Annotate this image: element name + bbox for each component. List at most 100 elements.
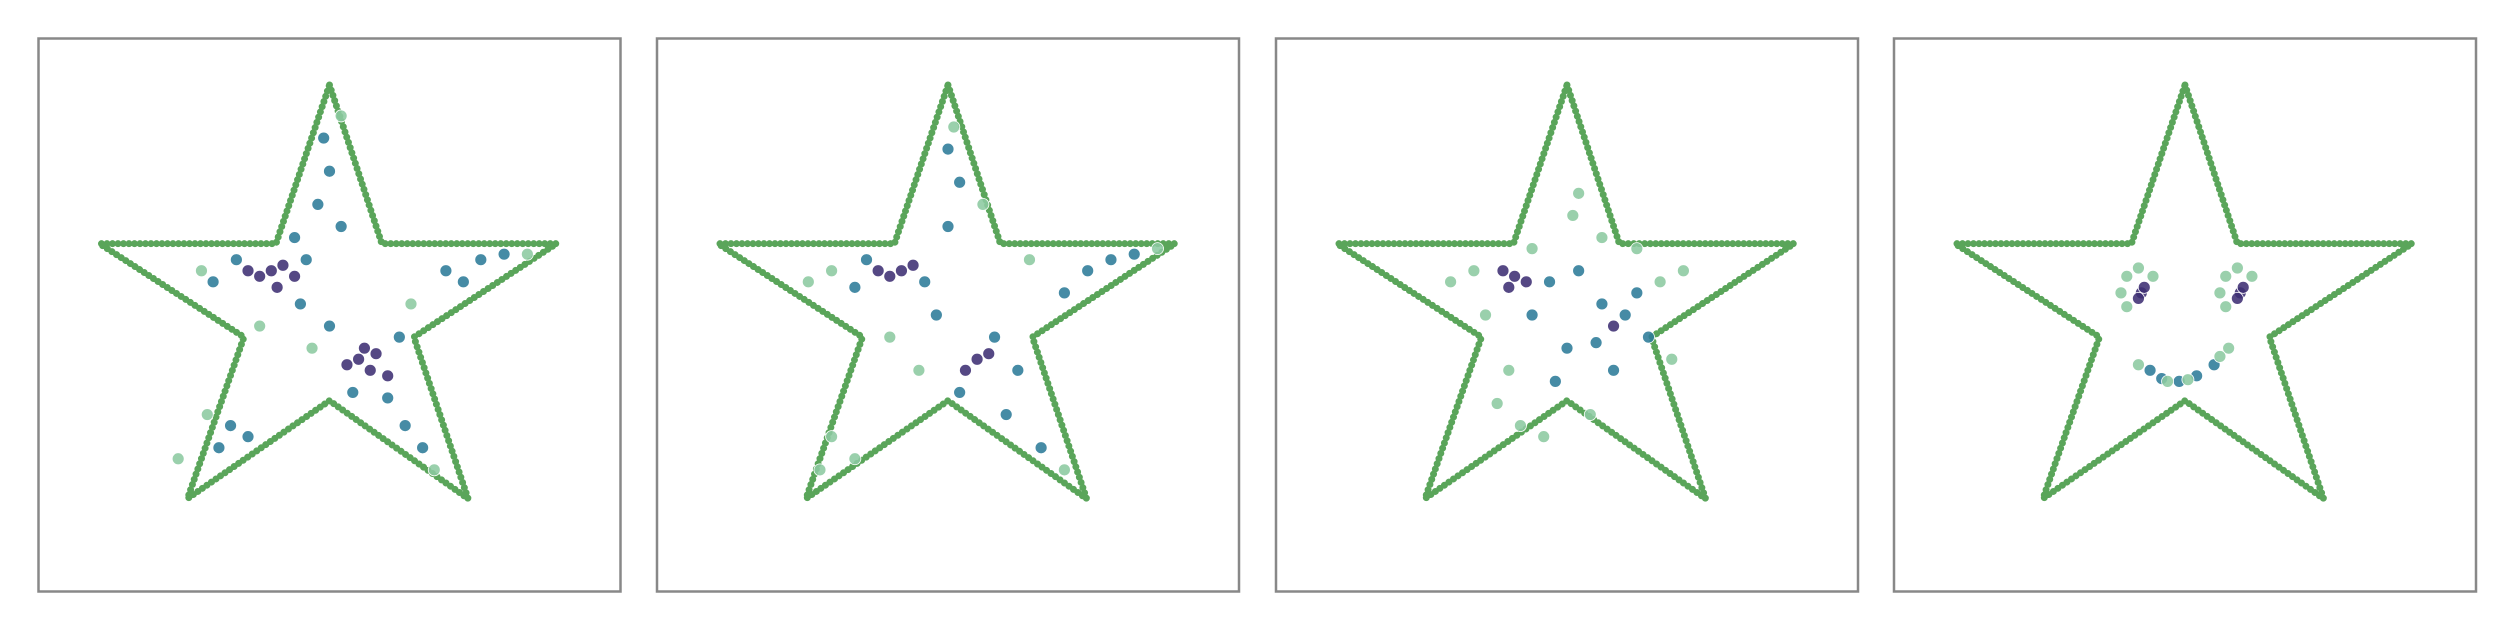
point xyxy=(270,280,284,294)
point xyxy=(976,197,990,211)
point xyxy=(2219,300,2233,314)
point xyxy=(171,452,185,466)
point xyxy=(1566,209,1580,222)
point xyxy=(825,430,838,444)
point xyxy=(906,258,920,272)
point xyxy=(398,419,412,433)
point xyxy=(1104,253,1118,267)
point xyxy=(2120,269,2134,283)
point xyxy=(970,352,984,366)
point xyxy=(2132,292,2145,305)
point xyxy=(2161,374,2174,388)
panel-frame xyxy=(655,37,1241,593)
point xyxy=(1519,275,1533,289)
point xyxy=(2219,269,2233,283)
point xyxy=(947,120,961,134)
point xyxy=(1630,242,1644,256)
point xyxy=(1589,336,1603,350)
point xyxy=(456,275,470,289)
point xyxy=(1543,275,1556,289)
point xyxy=(200,408,214,421)
point xyxy=(1572,186,1586,200)
star-outline xyxy=(714,81,1179,503)
point xyxy=(1151,242,1164,256)
point xyxy=(848,280,862,294)
point xyxy=(2132,358,2145,372)
point xyxy=(381,369,395,383)
point xyxy=(1618,308,1632,322)
point xyxy=(311,197,325,211)
point xyxy=(241,430,255,444)
point xyxy=(1502,363,1516,377)
point xyxy=(288,269,301,283)
point xyxy=(1653,275,1667,289)
point xyxy=(1467,264,1481,278)
point xyxy=(346,386,360,399)
point xyxy=(381,391,395,405)
point xyxy=(988,330,1001,344)
point xyxy=(1665,352,1679,366)
point xyxy=(1560,341,1574,355)
point xyxy=(895,264,908,278)
point xyxy=(253,269,267,283)
point xyxy=(1058,463,1071,477)
point xyxy=(195,264,208,278)
point xyxy=(293,297,307,311)
point xyxy=(2181,373,2195,387)
point xyxy=(427,463,441,477)
point xyxy=(206,275,220,289)
point xyxy=(392,330,406,344)
point xyxy=(1595,297,1609,311)
panel-frame xyxy=(1274,37,1860,593)
panel-frame xyxy=(37,37,622,593)
point xyxy=(253,319,267,333)
point xyxy=(1011,363,1025,377)
point xyxy=(941,220,955,233)
point xyxy=(474,253,488,267)
point xyxy=(2120,300,2134,314)
point xyxy=(1479,308,1492,322)
point xyxy=(941,142,955,156)
point xyxy=(1508,269,1522,283)
point xyxy=(358,341,371,355)
point xyxy=(959,363,972,377)
point xyxy=(1572,264,1586,278)
point xyxy=(953,386,967,399)
point xyxy=(363,363,377,377)
point xyxy=(1127,247,1141,261)
point xyxy=(497,247,511,261)
panel-frame xyxy=(1892,37,2478,593)
point xyxy=(825,264,838,278)
point xyxy=(1642,330,1655,344)
point xyxy=(352,352,366,366)
point xyxy=(2143,363,2157,377)
point xyxy=(404,297,418,311)
point xyxy=(2137,280,2151,294)
point xyxy=(1677,264,1690,278)
point xyxy=(264,264,278,278)
panel xyxy=(37,37,622,593)
point xyxy=(1490,397,1504,410)
point xyxy=(929,308,943,322)
point xyxy=(2236,280,2250,294)
point xyxy=(1607,363,1620,377)
point xyxy=(340,358,354,372)
panel xyxy=(1274,37,1860,593)
point xyxy=(241,264,255,278)
point xyxy=(334,109,348,123)
point xyxy=(953,175,967,189)
point xyxy=(276,258,290,272)
point xyxy=(860,253,873,267)
point xyxy=(982,347,996,361)
star-outline xyxy=(96,81,560,503)
point xyxy=(416,441,430,455)
point xyxy=(999,408,1013,421)
point xyxy=(369,347,383,361)
point xyxy=(1502,280,1516,294)
point xyxy=(1607,319,1620,333)
point xyxy=(1525,242,1539,256)
point xyxy=(1548,374,1562,388)
point xyxy=(1595,231,1609,244)
point xyxy=(918,275,932,289)
